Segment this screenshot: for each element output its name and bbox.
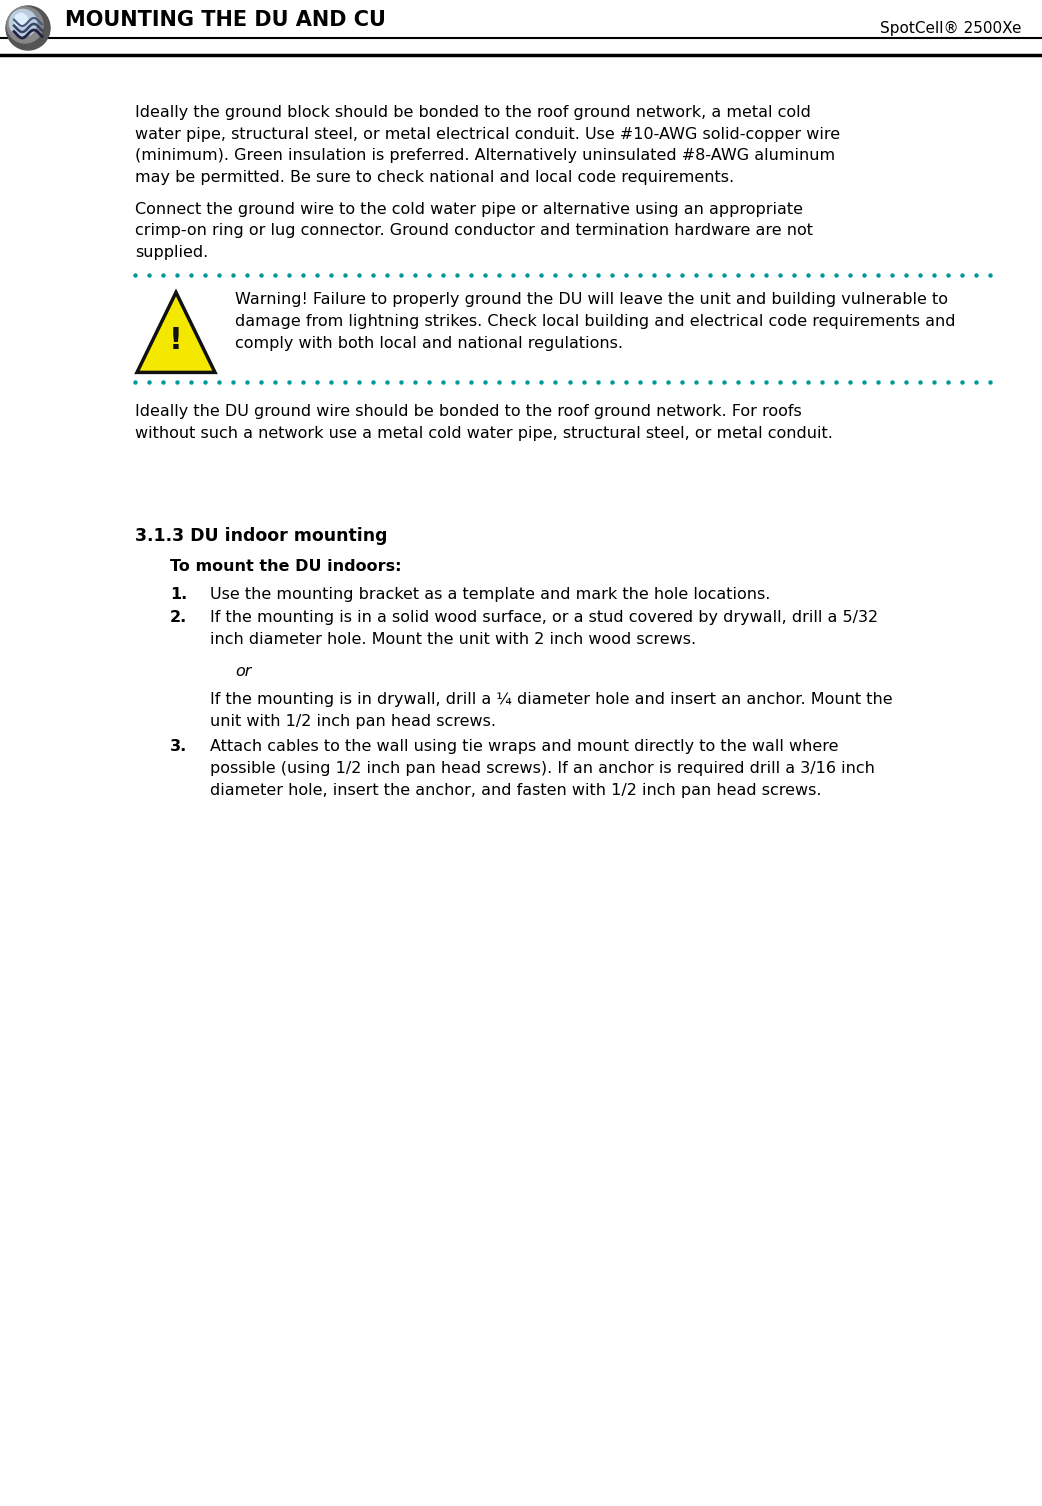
Circle shape	[15, 14, 27, 27]
Text: 2.: 2.	[170, 610, 188, 625]
Polygon shape	[137, 292, 215, 372]
Text: !: !	[169, 325, 183, 355]
Text: Use the mounting bracket as a template and mark the hole locations.: Use the mounting bracket as a template a…	[210, 587, 770, 602]
Text: or: or	[235, 664, 251, 679]
Text: 3.1.3 DU indoor mounting: 3.1.3 DU indoor mounting	[135, 527, 388, 545]
Text: To mount the DU indoors:: To mount the DU indoors:	[170, 559, 401, 574]
Circle shape	[7, 8, 43, 44]
Text: SpotCell® 2500Xe: SpotCell® 2500Xe	[880, 21, 1022, 36]
Text: MOUNTING THE DU AND CU: MOUNTING THE DU AND CU	[65, 11, 386, 30]
Text: 28: 28	[20, 21, 42, 36]
Text: 1.: 1.	[170, 587, 188, 602]
Text: Attach cables to the wall using tie wraps and mount directly to the wall where
p: Attach cables to the wall using tie wrap…	[210, 739, 875, 798]
Text: If the mounting is in a solid wood surface, or a stud covered by drywall, drill : If the mounting is in a solid wood surfa…	[210, 610, 878, 648]
Text: Ideally the ground block should be bonded to the roof ground network, a metal co: Ideally the ground block should be bonde…	[135, 105, 840, 185]
Circle shape	[6, 6, 50, 50]
Text: Ideally the DU ground wire should be bonded to the roof ground network. For roof: Ideally the DU ground wire should be bon…	[135, 405, 833, 441]
Text: Warning! Failure to properly ground the DU will leave the unit and building vuln: Warning! Failure to properly ground the …	[235, 292, 956, 351]
Text: 3.: 3.	[170, 739, 188, 755]
Text: If the mounting is in drywall, drill a ¼ diameter hole and insert an anchor. Mou: If the mounting is in drywall, drill a ¼…	[210, 693, 893, 729]
Text: Connect the ground wire to the cold water pipe or alternative using an appropria: Connect the ground wire to the cold wate…	[135, 202, 813, 259]
Circle shape	[9, 9, 36, 36]
